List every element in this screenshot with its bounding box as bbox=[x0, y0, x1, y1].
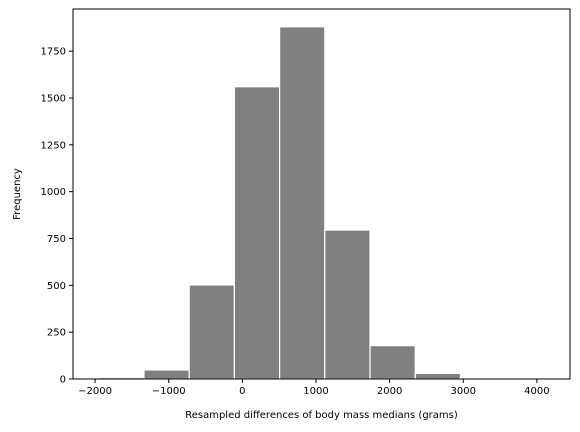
histogram-bar bbox=[280, 27, 325, 379]
y-axis-label: Frequency bbox=[12, 168, 23, 220]
histogram-bar bbox=[234, 87, 279, 379]
y-axis-ticks: 0 250 500 750 1000 1250 1500 1750 bbox=[41, 47, 73, 386]
x-axis-ticks: −2000 −1000 0 1000 2000 3000 4000 bbox=[78, 379, 549, 397]
y-tick-label: 500 bbox=[47, 281, 66, 292]
histogram-bar bbox=[325, 230, 370, 379]
y-tick-label: 750 bbox=[47, 234, 66, 245]
x-tick-label: 4000 bbox=[524, 386, 549, 397]
y-tick-label: 1250 bbox=[41, 140, 66, 151]
x-tick-label: 0 bbox=[239, 386, 245, 397]
histogram-bar bbox=[189, 285, 234, 379]
y-tick-label: 1500 bbox=[41, 93, 66, 104]
x-tick-label: −1000 bbox=[152, 386, 186, 397]
x-tick-label: −2000 bbox=[78, 386, 112, 397]
x-tick-label: 1000 bbox=[303, 386, 328, 397]
y-tick-label: 1750 bbox=[41, 47, 66, 58]
histogram-bar bbox=[370, 346, 415, 379]
x-tick-label: 2000 bbox=[377, 386, 402, 397]
y-tick-label: 0 bbox=[60, 375, 66, 386]
histogram-bar bbox=[144, 370, 189, 379]
x-tick-label: 3000 bbox=[451, 386, 476, 397]
y-tick-label: 250 bbox=[47, 328, 66, 339]
histogram-bar bbox=[415, 373, 460, 379]
histogram-bars bbox=[99, 27, 551, 379]
y-tick-label: 1000 bbox=[41, 187, 66, 198]
x-axis-label: Resampled differences of body mass media… bbox=[185, 410, 458, 421]
